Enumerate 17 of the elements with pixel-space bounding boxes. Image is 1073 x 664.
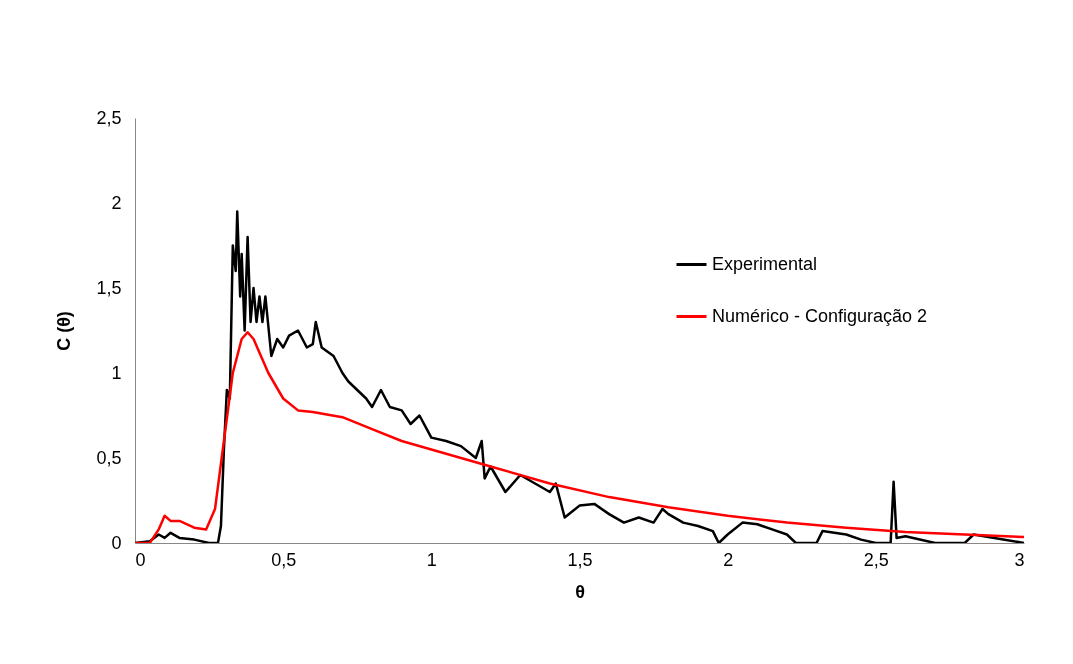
x-tick-label: 0 xyxy=(135,549,146,570)
x-axis-title: θ xyxy=(575,581,585,602)
y-tick-label: 0,5 xyxy=(96,447,122,468)
x-tick-label: 2 xyxy=(723,549,734,570)
x-tick-label: 2,5 xyxy=(863,549,889,570)
x-tick-label: 0,5 xyxy=(271,549,297,570)
x-tick-label: 3 xyxy=(1014,549,1025,570)
y-tick-label: 2,5 xyxy=(96,107,122,128)
y-tick-label: 2 xyxy=(111,192,122,213)
y-tick-label: 1,5 xyxy=(96,277,122,298)
x-tick-label: 1 xyxy=(426,549,437,570)
y-tick-label: 1 xyxy=(111,362,122,383)
x-tick-label: 1,5 xyxy=(567,549,593,570)
legend-label: Experimental xyxy=(712,253,818,274)
y-axis-title: C (θ) xyxy=(54,311,75,351)
legend-label: Numérico - Configuração 2 xyxy=(712,305,928,326)
y-tick-label: 0 xyxy=(111,532,122,553)
